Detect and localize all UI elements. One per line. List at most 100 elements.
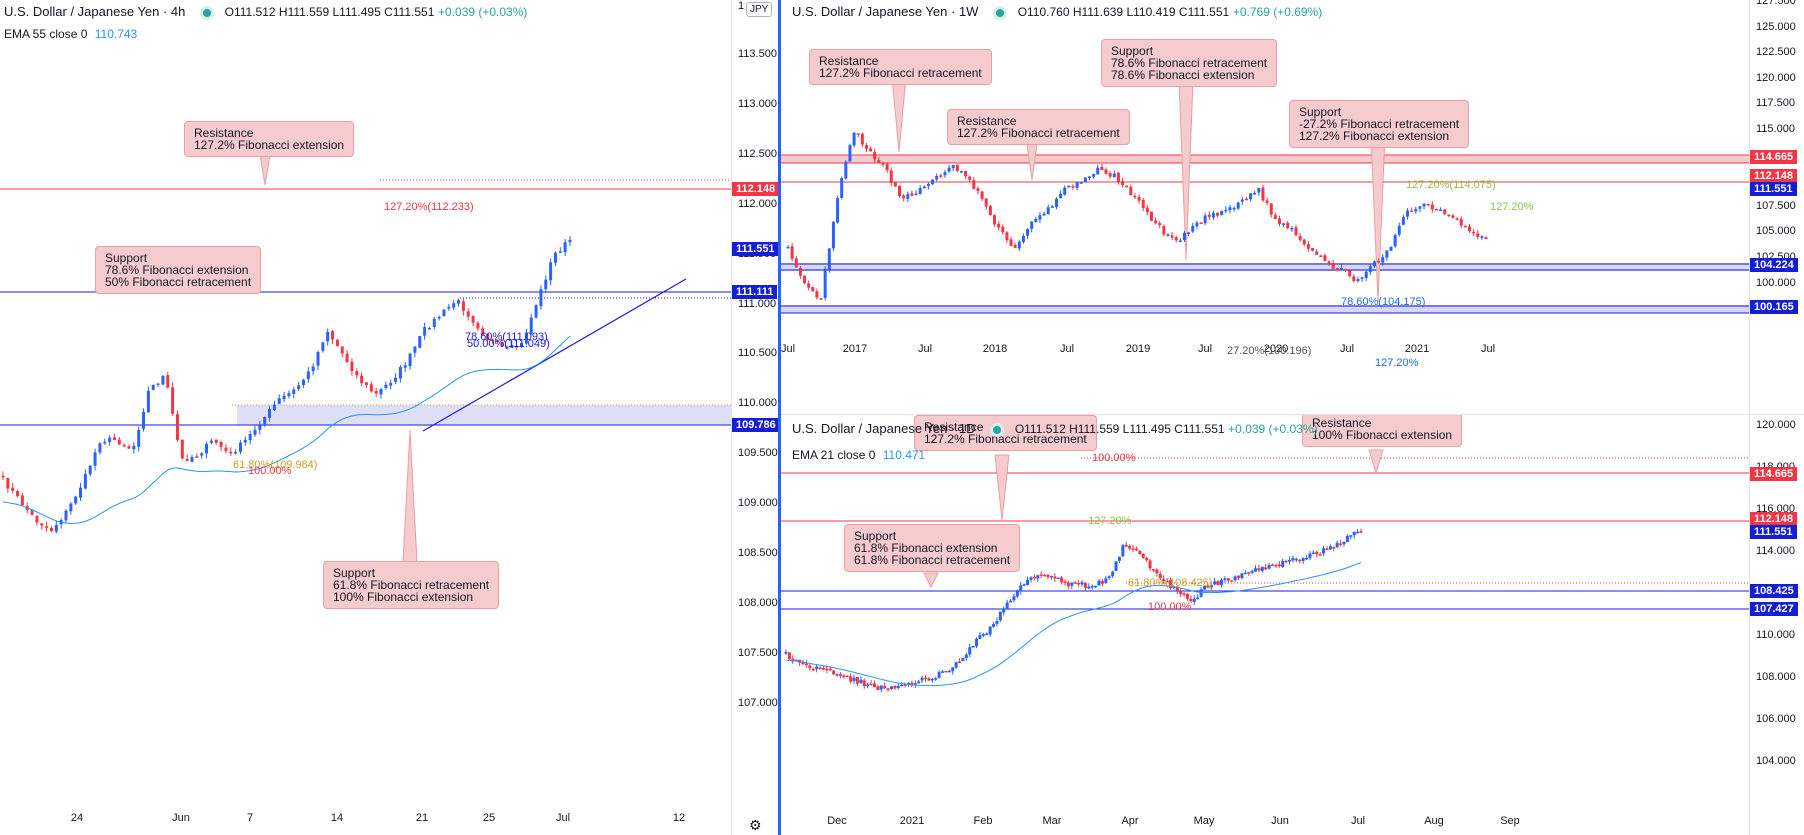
candle-body xyxy=(263,417,267,426)
candle-body xyxy=(794,258,798,268)
symbol-title[interactable]: U.S. Dollar / Japanese Yen · 1W xyxy=(792,4,979,19)
chart-1w-canvas[interactable] xyxy=(781,0,1749,414)
candle-body xyxy=(995,621,999,624)
chart-1w[interactable]: U.S. Dollar / Japanese Yen · 1W O110.760… xyxy=(781,0,1749,414)
candle-body xyxy=(1250,570,1254,573)
candle-body xyxy=(900,684,904,687)
candle-body xyxy=(1104,169,1108,174)
candle-body xyxy=(844,161,848,179)
candle-body xyxy=(1327,261,1331,264)
callout-support-1[interactable]: Support 78.6% Fibonacci retracement 78.6… xyxy=(1101,39,1278,87)
callout-resistance-2[interactable]: Resistance 100% Fibonacci extension xyxy=(1302,415,1463,447)
candle-body xyxy=(64,510,68,521)
candle-body xyxy=(1097,580,1101,586)
candle-body xyxy=(873,151,877,160)
candle-body xyxy=(1306,244,1310,249)
callout-support-upper[interactable]: Support 78.6% Fibonacci extension 50% Fi… xyxy=(95,246,262,294)
candle-body xyxy=(1042,213,1046,216)
candle-body xyxy=(398,367,402,379)
candle-body xyxy=(253,429,257,435)
candle-body xyxy=(939,175,943,177)
candle-body xyxy=(1364,271,1368,279)
candle-body xyxy=(1001,226,1005,233)
candle-body xyxy=(355,371,359,376)
callout-support-lower[interactable]: Support 61.8% Fibonacci retracement 100%… xyxy=(323,561,500,609)
candle-body xyxy=(1209,584,1213,588)
candle-body xyxy=(855,676,859,684)
candle-body xyxy=(786,247,790,249)
candle-body xyxy=(1335,542,1339,548)
callout-pointer xyxy=(1178,80,1194,261)
candle-body xyxy=(1249,193,1253,200)
candle-body xyxy=(137,429,141,447)
chart-4h-canvas[interactable] xyxy=(0,0,731,835)
price-change: +0.039 (+0.03%) xyxy=(1228,422,1318,436)
candle-body xyxy=(1264,567,1268,570)
candle-body xyxy=(1063,581,1067,583)
ema-legend[interactable]: EMA 55 close 0 110.743 xyxy=(4,27,137,41)
panel-divider[interactable] xyxy=(778,0,781,835)
candle-body xyxy=(486,333,490,340)
callout-resistance-1[interactable]: Resistance 127.2% Fibonacci retracement xyxy=(809,49,992,85)
chart-1d[interactable]: U.S. Dollar / Japanese Yen · 1D O111.512… xyxy=(781,415,1749,835)
callout-support[interactable]: Support 61.8% Fibonacci extension 61.8% … xyxy=(844,524,1021,572)
candle-body xyxy=(988,205,992,216)
callout-resistance-2[interactable]: Resistance 127.2% Fibonacci retracement xyxy=(947,109,1130,145)
candle-body xyxy=(934,678,938,680)
candle-body xyxy=(1410,210,1414,212)
candle-body xyxy=(1108,172,1112,177)
price-scale-4h[interactable]: JPY 1 ⚙ 113.500 113.000 112.500 112.000 111.… xyxy=(731,0,780,835)
candle-body xyxy=(1054,198,1058,208)
candle-body xyxy=(229,451,233,454)
ema-line xyxy=(2,335,571,524)
price-tick: 122.500 xyxy=(1756,46,1796,59)
candle-body xyxy=(311,366,315,372)
fib-label-r127: 127.20%(114.075) xyxy=(1406,179,1496,191)
candle-body xyxy=(1083,582,1087,588)
candle-body xyxy=(205,443,209,454)
callout-pointer xyxy=(402,429,418,563)
candle-body xyxy=(156,383,160,385)
candle-body xyxy=(1247,572,1251,574)
candle-body xyxy=(287,393,291,397)
candle-body xyxy=(331,331,335,340)
panel-divider-h[interactable] xyxy=(781,414,1804,415)
candle-body xyxy=(1277,564,1281,567)
callout-line: Resistance xyxy=(819,54,879,68)
symbol-title[interactable]: U.S. Dollar / Japanese Yen · 1D xyxy=(792,421,976,436)
market-status-icon xyxy=(996,8,1005,17)
price-tag: 109.786 xyxy=(732,418,780,432)
candle-body xyxy=(1195,222,1199,227)
callout-support-2[interactable]: Support -27.2% Fibonacci retracement 127… xyxy=(1289,100,1470,148)
candle-body xyxy=(1236,202,1240,209)
callout-pointer xyxy=(923,572,939,589)
candle-body xyxy=(437,316,441,319)
candle-body xyxy=(340,346,344,354)
candle-body xyxy=(520,343,524,347)
symbol-title[interactable]: U.S. Dollar / Japanese Yen · 4h xyxy=(4,4,186,19)
candle-body xyxy=(968,176,972,180)
callout-line: 78.6% Fibonacci extension xyxy=(105,263,249,277)
currency-badge[interactable]: JPY xyxy=(746,2,773,17)
gear-icon[interactable]: ⚙ xyxy=(749,817,762,833)
callout-resistance-1[interactable]: Resistance 127.2% Fibonacci retracement xyxy=(914,415,1097,451)
chart-1d-canvas[interactable] xyxy=(781,415,1749,835)
candle-body xyxy=(1318,554,1322,556)
candle-body xyxy=(1476,233,1480,237)
price-scale-1w[interactable]: 127.500 125.000 122.500 120.000 117.500 115.0… xyxy=(1749,0,1804,414)
chart-4h[interactable]: U.S. Dollar / Japanese Yen · 4h O111.512… xyxy=(0,0,731,835)
price-tick: 106.000 xyxy=(1756,713,1796,725)
callout-resistance[interactable]: Resistance 127.2% Fibonacci extension xyxy=(184,121,355,157)
price-scale-1d[interactable]: 120.000118.000116.000114.000112.000110.0… xyxy=(1749,415,1804,835)
candle-body xyxy=(1013,244,1017,248)
candle-body xyxy=(1017,241,1021,249)
candle-body xyxy=(823,268,827,298)
callout-line: 100% Fibonacci extension xyxy=(333,590,474,604)
candle-body xyxy=(852,677,856,682)
ema-legend[interactable]: EMA 21 close 0 110.471 xyxy=(792,448,925,462)
candle-body xyxy=(180,439,184,459)
candle-body xyxy=(1220,211,1224,215)
candle-body xyxy=(978,635,982,639)
candle-body xyxy=(842,675,846,677)
candle-body xyxy=(993,215,997,225)
